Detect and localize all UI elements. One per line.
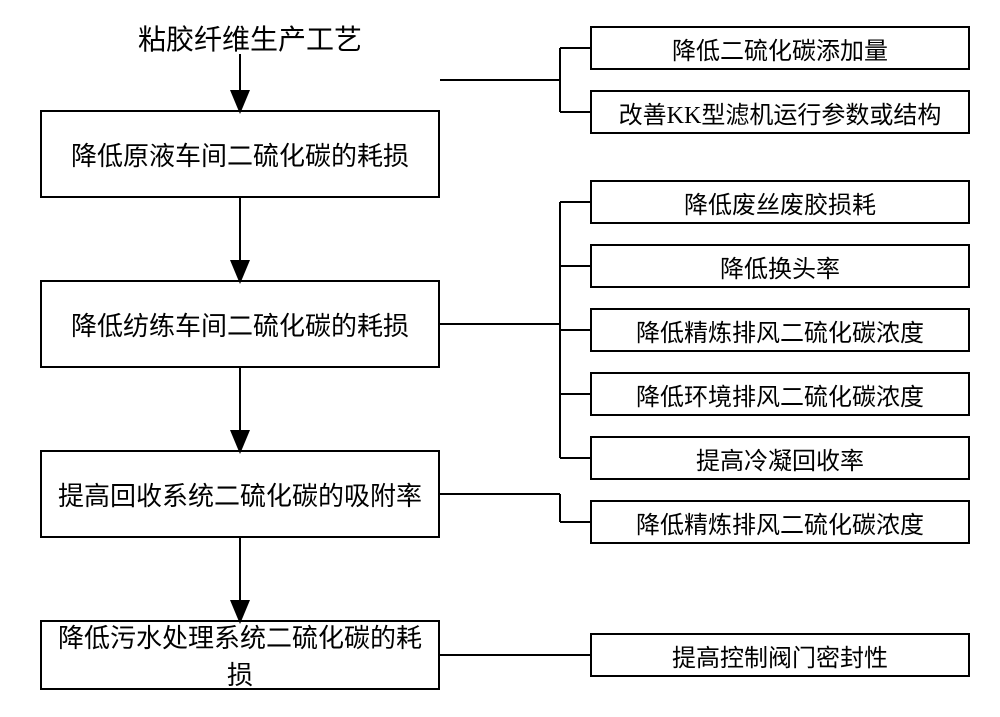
side-box-1: 降低二硫化碳添加量 <box>590 26 970 70</box>
main-box-1: 降低原液车间二硫化碳的耗损 <box>40 110 440 198</box>
main-box-4: 降低污水处理系统二硫化碳的耗损 <box>40 620 440 690</box>
diagram-title: 粘胶纤维生产工艺 <box>120 18 380 54</box>
side-box-8: 降低精炼排风二硫化碳浓度 <box>590 500 970 544</box>
diagram-canvas: 粘胶纤维生产工艺 降低原液车间二硫化碳的耗损 降低纺练车间二硫化碳的耗损 提高回… <box>0 0 1000 717</box>
side-box-9: 提高控制阀门密封性 <box>590 633 970 677</box>
side-box-2: 改善KK型滤机运行参数或结构 <box>590 90 970 134</box>
side-box-7: 提高冷凝回收率 <box>590 436 970 480</box>
side-box-5: 降低精炼排风二硫化碳浓度 <box>590 308 970 352</box>
side-box-3: 降低废丝废胶损耗 <box>590 180 970 224</box>
side-box-6: 降低环境排风二硫化碳浓度 <box>590 372 970 416</box>
main-box-3: 提高回收系统二硫化碳的吸附率 <box>40 450 440 538</box>
main-box-2: 降低纺练车间二硫化碳的耗损 <box>40 280 440 368</box>
side-box-4: 降低换头率 <box>590 244 970 288</box>
